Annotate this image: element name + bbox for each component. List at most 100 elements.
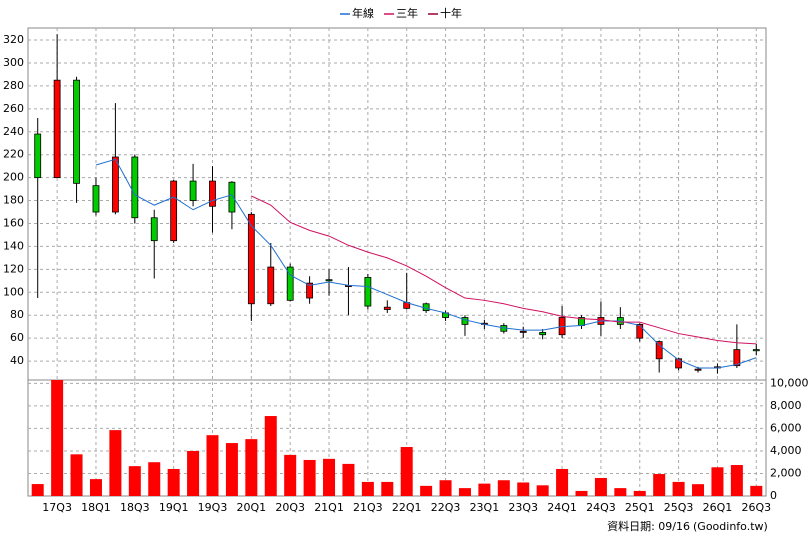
x-tick-label: 24Q1 <box>547 501 577 514</box>
volume-bar <box>148 462 161 496</box>
volume-bar <box>51 380 64 496</box>
y2-tick-label: 10,000 <box>770 376 808 389</box>
candle-body <box>286 266 294 301</box>
y-tick-label: 280 <box>3 79 24 92</box>
candle-body <box>655 341 663 360</box>
x-tick-label: 19Q3 <box>198 501 228 514</box>
candle-body <box>752 349 760 352</box>
candle-body <box>675 358 683 369</box>
x-tick-label: 24Q3 <box>586 501 616 514</box>
volume-bar <box>730 465 743 496</box>
volume-bar <box>89 479 102 496</box>
volume-bar <box>381 481 394 496</box>
volume-bar <box>342 463 355 496</box>
y-tick-label: 200 <box>3 171 24 184</box>
volume-bar <box>128 466 141 496</box>
volume-bar <box>556 468 569 496</box>
line-series <box>251 195 757 345</box>
candle-body <box>73 79 80 184</box>
volume-bar <box>70 454 83 496</box>
x-tick-label: 21Q1 <box>314 501 344 514</box>
volume-bar <box>575 490 588 496</box>
volume-bar <box>206 435 219 496</box>
x-tick-label: 20Q1 <box>237 501 267 514</box>
candle-body <box>247 213 255 305</box>
volume-bar <box>672 481 685 496</box>
candle-body <box>519 330 527 333</box>
y-tick-label: 260 <box>3 102 24 115</box>
volume-bar <box>245 439 258 496</box>
x-tick-label: 19Q1 <box>159 501 189 514</box>
legend-label: 十年 <box>440 6 462 20</box>
volume-bar <box>361 481 374 496</box>
x-tick-label: 22Q3 <box>431 501 461 514</box>
volume-bar <box>692 484 705 496</box>
y-tick-label: 120 <box>3 262 24 275</box>
y-tick-label: 180 <box>3 194 24 207</box>
x-tick-label: 20Q3 <box>275 501 305 514</box>
volume-bar <box>439 480 452 496</box>
candle-body <box>131 156 139 219</box>
candle-body <box>92 185 100 213</box>
volume-bar <box>284 454 297 496</box>
volume-bar <box>167 468 180 496</box>
x-tick-label: 25Q3 <box>664 501 694 514</box>
legend-label: 三年 <box>396 6 418 20</box>
legend-label: 年線 <box>352 6 374 20</box>
y-tick-label: 80 <box>10 308 24 321</box>
x-tick-label: 22Q1 <box>392 501 422 514</box>
candle-body <box>733 349 741 367</box>
candle-body <box>694 368 702 371</box>
candle-body <box>228 181 236 213</box>
candle-body <box>209 180 216 207</box>
x-tick-label: 17Q3 <box>42 501 72 514</box>
y-tick-label: 320 <box>3 33 24 46</box>
y2-tick-label: 2,000 <box>770 466 802 479</box>
candle-body <box>111 156 119 213</box>
volume-bar <box>517 482 530 496</box>
x-tick-label: 21Q3 <box>353 501 383 514</box>
candle-body <box>539 332 547 336</box>
candle-body <box>189 180 197 201</box>
line-series <box>95 158 757 369</box>
y2-tick-label: 0 <box>770 489 777 502</box>
volume-bar <box>225 443 238 496</box>
volume-bar <box>750 485 763 496</box>
volume-bar <box>614 488 627 496</box>
volume-bar <box>400 447 413 496</box>
y-tick-label: 240 <box>3 125 24 138</box>
y2-tick-label: 8,000 <box>770 399 802 412</box>
volume-bar <box>187 450 200 496</box>
y-tick-label: 300 <box>3 56 24 69</box>
x-tick-label: 18Q1 <box>81 501 111 514</box>
x-tick-label: 18Q3 <box>120 501 150 514</box>
y2-tick-label: 6,000 <box>770 421 802 434</box>
volume-bar <box>264 416 277 496</box>
volume-bar <box>633 490 646 496</box>
y-tick-label: 60 <box>10 331 24 344</box>
volume-bar <box>594 477 607 496</box>
volume-bar <box>420 485 433 496</box>
volume-bar <box>478 483 491 496</box>
volume-bar <box>31 484 44 496</box>
candle-body <box>306 282 314 299</box>
volume-bar <box>303 459 316 496</box>
footer-credit: (Goodinfo.tw) <box>693 520 768 533</box>
candle-body <box>422 303 430 312</box>
candle-body <box>34 133 42 179</box>
y-tick-label: 220 <box>3 148 24 161</box>
x-tick-label: 26Q3 <box>741 501 771 514</box>
x-tick-label: 23Q3 <box>508 501 538 514</box>
x-tick-label: 25Q1 <box>625 501 655 514</box>
volume-bar <box>458 488 471 496</box>
volume-bar <box>109 430 122 496</box>
candle-body <box>636 323 644 339</box>
y2-tick-label: 4,000 <box>770 444 802 457</box>
x-tick-label: 23Q1 <box>470 501 500 514</box>
candle-body <box>53 79 61 179</box>
volume-bar <box>536 485 549 496</box>
candle-body <box>325 279 333 282</box>
volume-bar <box>711 467 724 496</box>
candle-body <box>364 276 372 307</box>
